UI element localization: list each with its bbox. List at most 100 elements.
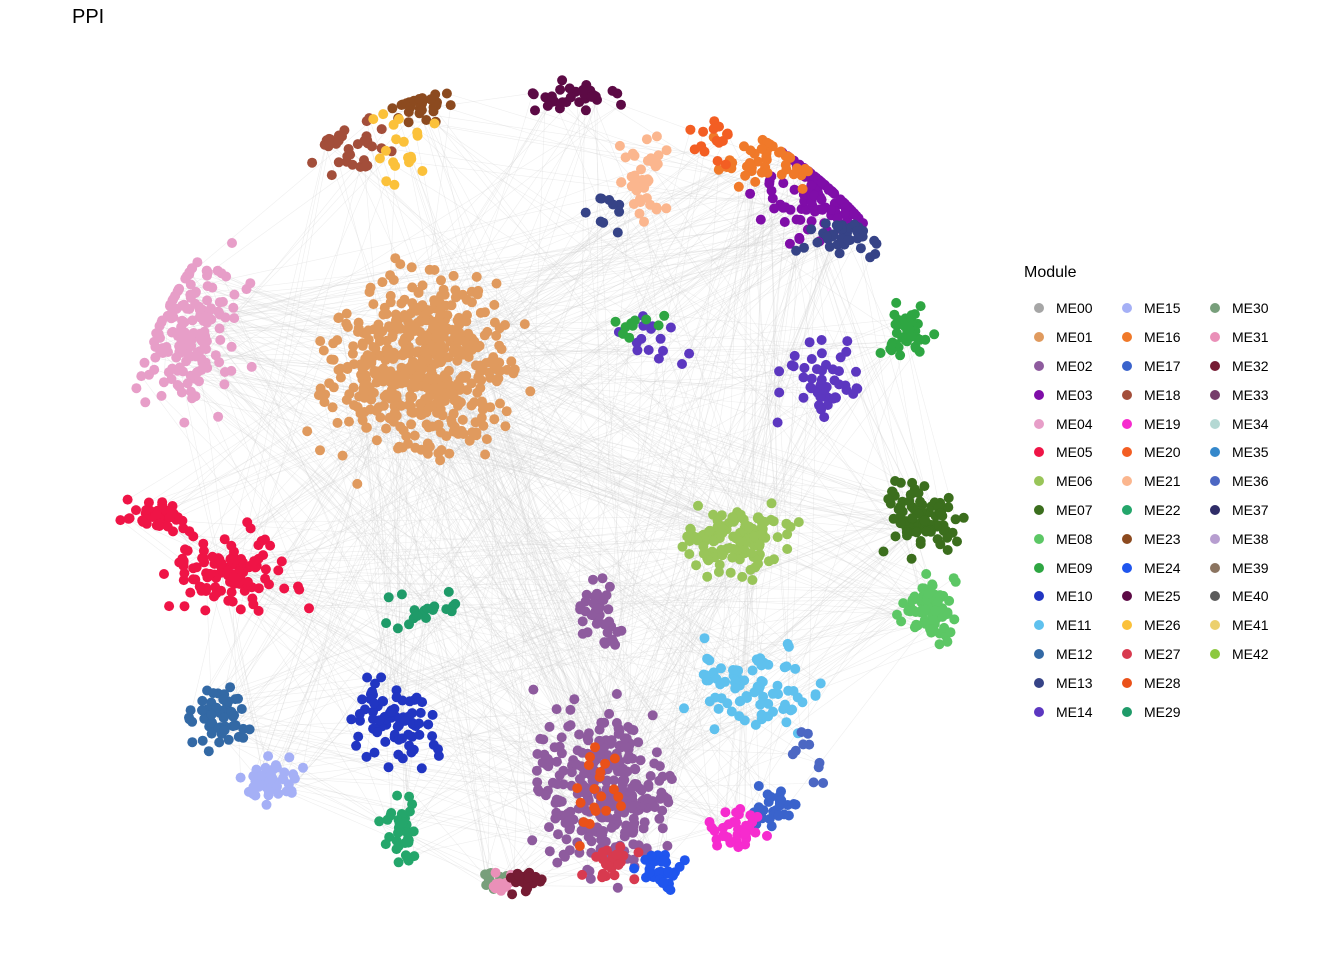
network-node (809, 190, 820, 201)
network-edge (549, 569, 751, 728)
network-edge (264, 338, 661, 579)
legend-swatch (1034, 447, 1044, 458)
network-node (506, 356, 517, 367)
network-node (802, 728, 813, 739)
network-node (576, 825, 587, 836)
network-node (653, 150, 664, 161)
network-node (428, 106, 439, 117)
network-edge (172, 238, 828, 301)
network-node (383, 592, 394, 603)
network-edge (623, 181, 756, 813)
legend-label: ME16 (1144, 329, 1181, 346)
network-edge (716, 186, 740, 840)
network-node (473, 285, 484, 296)
network-edge (368, 118, 604, 818)
network-edge (221, 273, 420, 736)
network-edge (419, 108, 612, 793)
network-edge (172, 298, 538, 771)
network-node (533, 784, 543, 795)
network-node (943, 492, 954, 503)
legend-item: ME22 (1112, 496, 1192, 525)
network-node (478, 420, 489, 431)
network-node (463, 328, 474, 339)
network-edge (233, 725, 741, 810)
network-node (817, 365, 827, 376)
network-node (756, 167, 767, 178)
network-node (368, 114, 379, 125)
network-node (115, 515, 126, 526)
legend-label: ME37 (1232, 501, 1269, 518)
network-node (739, 141, 749, 152)
network-edge (494, 368, 915, 490)
network-node (410, 347, 421, 358)
network-node (677, 541, 688, 552)
network-node (235, 604, 246, 615)
network-node (619, 733, 630, 744)
network-node (714, 559, 725, 570)
network-node (888, 513, 899, 524)
network-node (459, 336, 470, 347)
network-node (806, 224, 817, 235)
network-edge (348, 148, 738, 540)
network-edge (727, 134, 932, 532)
network-edge (390, 302, 943, 618)
network-node (614, 206, 625, 217)
legend-item: ME24 (1112, 553, 1192, 582)
network-node (658, 345, 668, 356)
legend-swatch (1122, 476, 1132, 487)
legend-item: ME00 (1024, 294, 1104, 323)
network-node (353, 731, 364, 742)
network-node (750, 562, 761, 573)
legend-item: ME23 (1112, 524, 1192, 553)
network-edge (443, 335, 841, 358)
network-node (185, 386, 196, 397)
network-node (162, 521, 173, 532)
network-node (772, 532, 783, 543)
network-node (649, 758, 660, 769)
network-node (781, 661, 792, 672)
legend-label: ME07 (1056, 501, 1093, 518)
network-edge (641, 186, 780, 393)
network-node (909, 622, 920, 633)
network-node (194, 376, 204, 387)
network-node (144, 369, 154, 380)
legend-label: ME36 (1232, 473, 1269, 490)
network-node (212, 265, 223, 276)
network-node (562, 816, 573, 827)
network-edge (359, 327, 672, 715)
network-node (562, 808, 573, 819)
network-node (835, 194, 846, 205)
network-edge (202, 195, 815, 702)
legend-item: ME29 (1112, 697, 1192, 726)
network-edge (410, 106, 804, 378)
network-node (803, 166, 813, 177)
network-node (606, 735, 617, 746)
network-node (583, 760, 594, 771)
network-plot (115, 75, 969, 900)
network-node (383, 762, 394, 773)
network-node (417, 409, 428, 420)
legend-label: ME31 (1232, 329, 1269, 346)
network-node (728, 665, 738, 675)
network-edge (265, 700, 741, 774)
network-node (909, 591, 920, 602)
network-edge (211, 626, 915, 703)
network-node (444, 448, 455, 459)
network-edge (179, 367, 434, 611)
network-node (610, 316, 621, 327)
network-node (804, 337, 815, 348)
network-edge (127, 329, 407, 500)
network-edge (697, 189, 829, 506)
network-edge (441, 200, 805, 388)
network-node (156, 390, 167, 401)
network-edge (410, 424, 600, 778)
network-node (700, 670, 711, 681)
network-edge (556, 174, 782, 800)
network-node (449, 395, 460, 406)
network-edge (210, 368, 818, 714)
network-edge (234, 269, 435, 319)
network-node (713, 164, 724, 175)
network-node (720, 807, 731, 818)
network-edge (233, 307, 411, 702)
legend-label: ME03 (1056, 386, 1093, 403)
